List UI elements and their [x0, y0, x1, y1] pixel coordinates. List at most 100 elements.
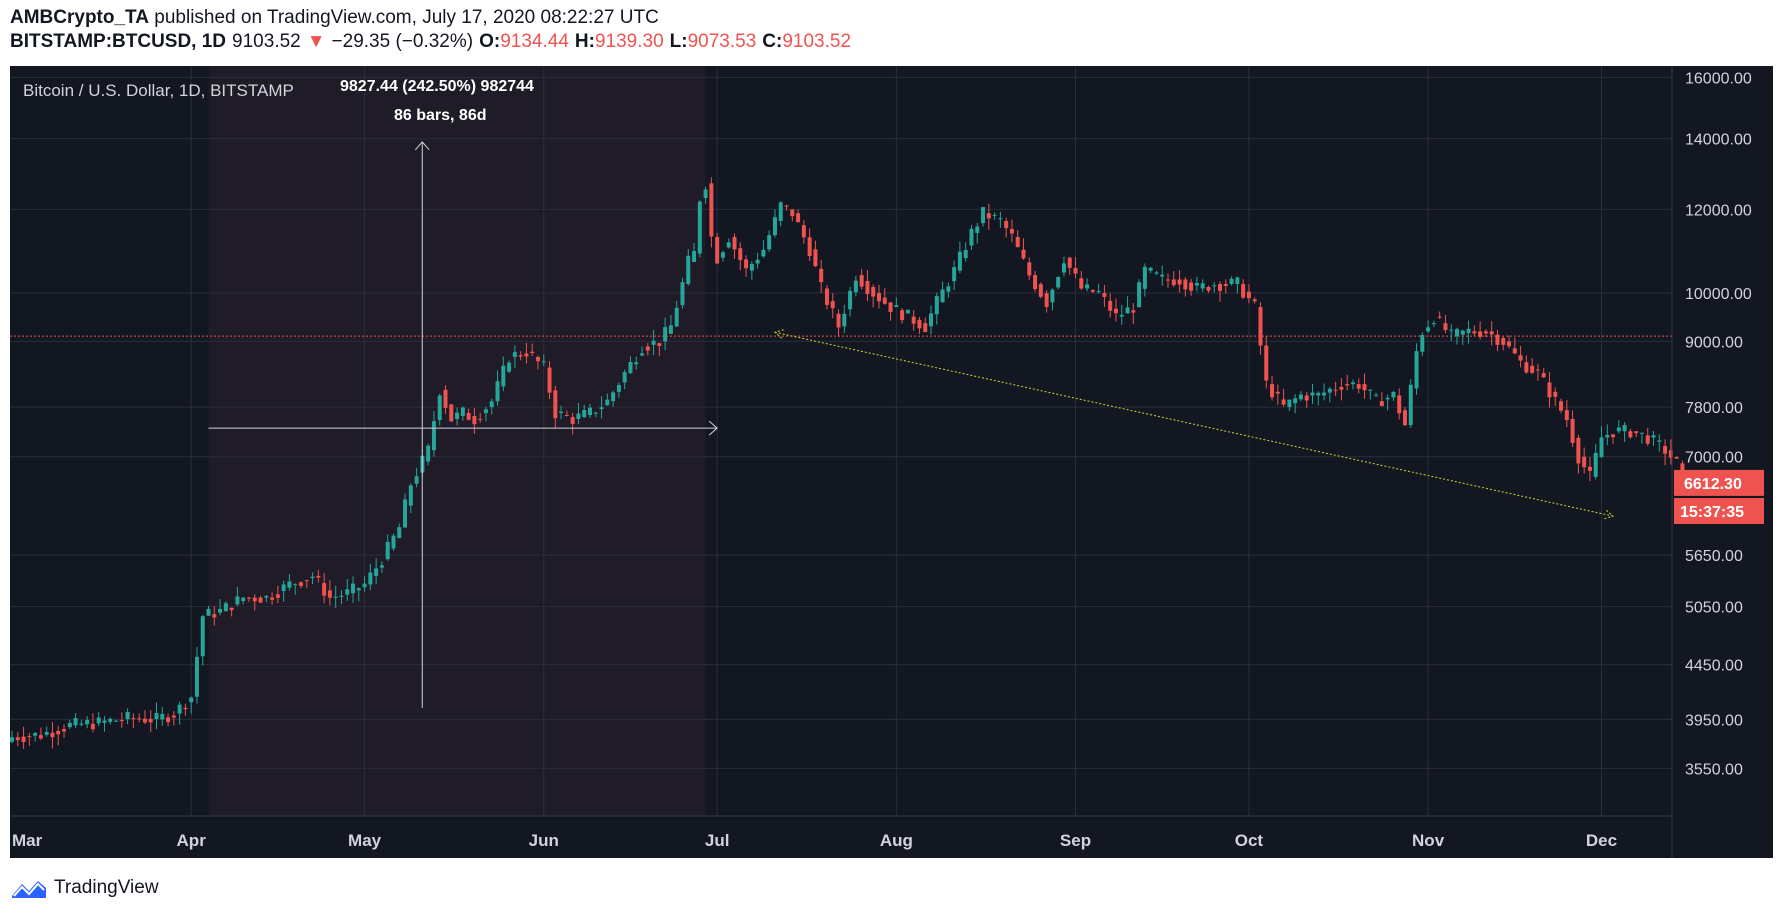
footer-brand[interactable]: TradingView	[54, 877, 159, 898]
candle-body	[1657, 440, 1662, 442]
x-tick-label: Sep	[1060, 831, 1091, 850]
candle-body	[859, 275, 864, 287]
candle-body	[616, 385, 621, 392]
candle-body	[1298, 394, 1303, 400]
candle-body	[1241, 283, 1246, 298]
candle-body	[166, 717, 171, 723]
candle-body	[1270, 384, 1275, 398]
candle-body	[1535, 369, 1540, 371]
candle-body	[651, 340, 656, 345]
candle-body	[801, 225, 806, 238]
candle-body	[657, 343, 662, 347]
symbol-label[interactable]: BITSTAMP:BTCUSD, 1D	[10, 31, 227, 52]
candle-body	[1541, 373, 1546, 378]
candle-body	[824, 288, 829, 305]
candle-body	[114, 720, 119, 722]
time-axis[interactable]: Mar Apr May Jun Jul Aug Sep Oct Nov Dec	[12, 831, 1617, 850]
candle-body	[541, 361, 546, 363]
candle-body	[755, 259, 760, 264]
candle-body	[790, 209, 795, 217]
candle-body	[998, 218, 1003, 220]
candle-body	[38, 735, 43, 739]
candle-body	[553, 390, 558, 419]
candle-body	[853, 280, 858, 293]
candle-body	[171, 715, 176, 718]
candle-body	[703, 189, 708, 199]
candle-body	[749, 264, 754, 271]
candle-body	[1009, 228, 1014, 234]
candle-body	[1547, 382, 1552, 398]
candle-body	[1033, 275, 1038, 289]
candle-body	[1096, 291, 1101, 293]
candle-body	[1056, 277, 1061, 288]
candle-body	[1212, 285, 1217, 287]
last-price: 9103.52	[232, 31, 301, 52]
candle-body	[1189, 282, 1194, 291]
candle-body	[720, 252, 725, 258]
candle-body	[1634, 431, 1639, 434]
candle-body	[1460, 330, 1465, 335]
candle-body	[408, 485, 413, 506]
candle-body	[73, 718, 78, 726]
candle-body	[1287, 399, 1292, 408]
candle-body	[952, 267, 957, 282]
candle-body	[310, 576, 315, 578]
candle-body	[668, 325, 673, 334]
last-price-label: 6612.30	[1684, 476, 1742, 493]
countdown-label: 15:37:35	[1680, 504, 1744, 521]
candle-body	[778, 202, 783, 221]
candle-body	[588, 407, 592, 416]
candle-body	[1021, 249, 1026, 259]
candle-body	[1177, 279, 1182, 285]
tradingview-logo-icon[interactable]	[10, 876, 48, 900]
candle-body	[206, 608, 211, 616]
candle-body	[1339, 386, 1344, 390]
candle-body	[1148, 267, 1153, 271]
candle-body	[351, 583, 356, 594]
candle-body	[1605, 434, 1610, 438]
candle-body	[1154, 272, 1159, 274]
candle-body	[934, 296, 939, 315]
candle-body	[888, 302, 893, 313]
candle-body	[90, 723, 95, 730]
candle-body	[865, 281, 870, 294]
candle-body	[1004, 220, 1009, 229]
candle-body	[1166, 279, 1170, 281]
candle-body	[102, 720, 107, 723]
candle-body	[270, 597, 275, 600]
candle-body	[1142, 266, 1147, 289]
candle-body	[1345, 384, 1350, 386]
candle-body	[10, 737, 14, 742]
candle-body	[1391, 391, 1396, 398]
measure-tool[interactable]	[208, 141, 718, 708]
candle-body	[1478, 331, 1483, 337]
candle-body	[241, 597, 246, 601]
candle-body	[1293, 398, 1298, 404]
candle-body	[917, 319, 922, 329]
candle-body	[674, 307, 679, 327]
candle-body	[1067, 257, 1072, 268]
candle-body	[634, 362, 639, 365]
candle-body	[796, 213, 801, 223]
candle-body	[1495, 334, 1500, 345]
candle-body	[1108, 300, 1113, 311]
candle-body	[697, 201, 702, 254]
x-tick-label: Apr	[177, 831, 207, 850]
candle-body	[957, 251, 962, 271]
candle-body	[1206, 286, 1211, 291]
author-name[interactable]: AMBCrypto_TA	[10, 7, 149, 28]
candle-body	[715, 236, 720, 264]
candle-body	[345, 589, 350, 595]
candle-body	[512, 352, 517, 357]
price-axis[interactable]: 3550.00 3950.00 4450.00 5050.00 5650.00 7000.…	[1685, 70, 1752, 778]
candle-body	[125, 711, 130, 720]
candle-body	[79, 723, 84, 725]
trend-line[interactable]	[773, 329, 1615, 520]
candle-body	[1362, 384, 1367, 391]
candle-body	[293, 584, 298, 586]
candle-body	[1408, 384, 1413, 426]
y-tick-label: 14000.00	[1685, 132, 1752, 149]
candle-body	[986, 213, 991, 219]
candle-body	[1651, 435, 1656, 438]
